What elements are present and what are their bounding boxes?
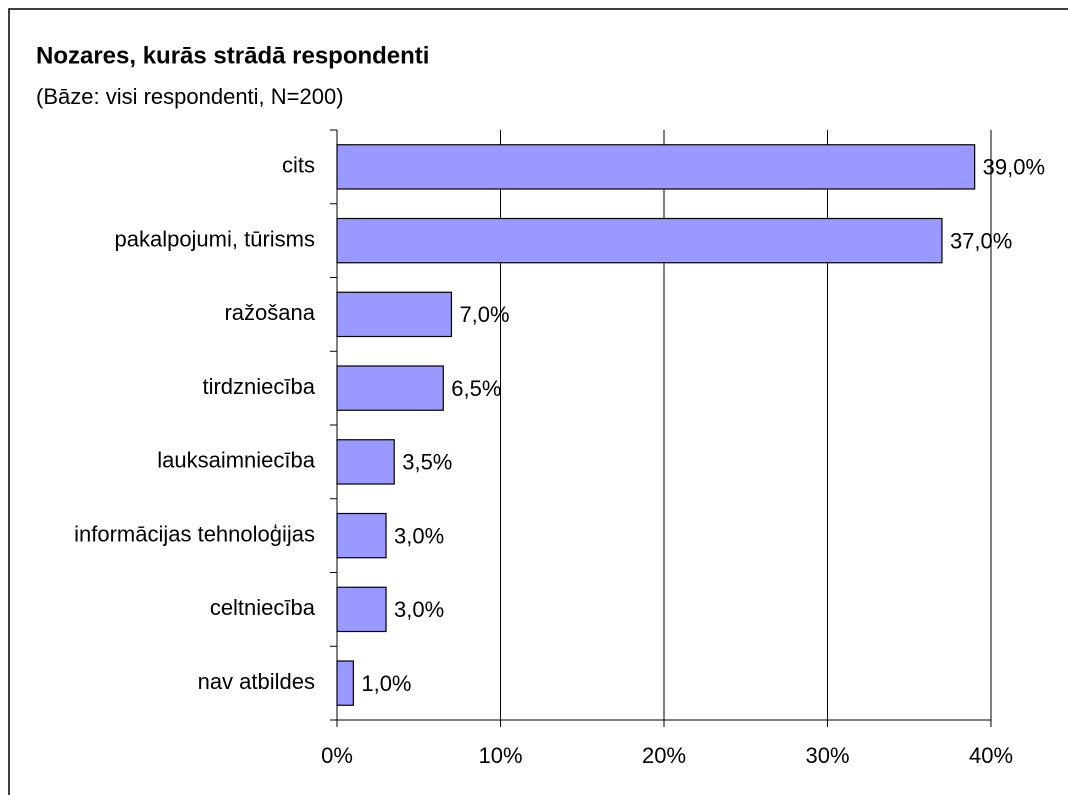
bar — [336, 512, 387, 559]
data-label: 39,0% — [983, 155, 1045, 180]
y-tick-label: cits — [282, 153, 315, 178]
data-label: 3,5% — [402, 450, 452, 475]
y-tick-label: nav atbildes — [198, 669, 315, 694]
x-tick-label: 0% — [321, 743, 353, 768]
data-label: 6,5% — [451, 376, 501, 401]
bar — [336, 586, 387, 633]
x-tick-label: 40% — [969, 743, 1013, 768]
chart-subtitle: (Bāze: visi respondenti, N=200) — [36, 84, 344, 109]
bar — [336, 217, 943, 264]
y-tick-label: informācijas tehnoloģijas — [74, 521, 315, 546]
x-tick-label: 30% — [805, 743, 849, 768]
bar — [336, 365, 444, 411]
chart-title: Nozares, kurās strādā respondenti — [36, 42, 429, 69]
y-tick-label: lauksaimniecība — [157, 448, 316, 473]
bar — [336, 144, 976, 190]
x-tick-label: 20% — [642, 743, 686, 768]
y-tick-label: tirdzniecība — [202, 374, 315, 399]
data-label: 7,0% — [459, 302, 509, 327]
y-tick-label: pakalpojumi, tūrisms — [114, 226, 315, 251]
y-tick-label: ražošana — [224, 300, 315, 325]
chart-frame — [8, 8, 1068, 795]
bar — [336, 291, 453, 338]
data-label: 37,0% — [950, 228, 1012, 253]
bar — [336, 660, 354, 706]
data-label: 3,0% — [394, 597, 444, 622]
data-label: 3,0% — [394, 523, 444, 548]
data-label: 1,0% — [361, 671, 411, 696]
y-tick-label: celtniecība — [210, 595, 316, 620]
bar — [336, 439, 395, 485]
x-tick-label: 10% — [478, 743, 522, 768]
